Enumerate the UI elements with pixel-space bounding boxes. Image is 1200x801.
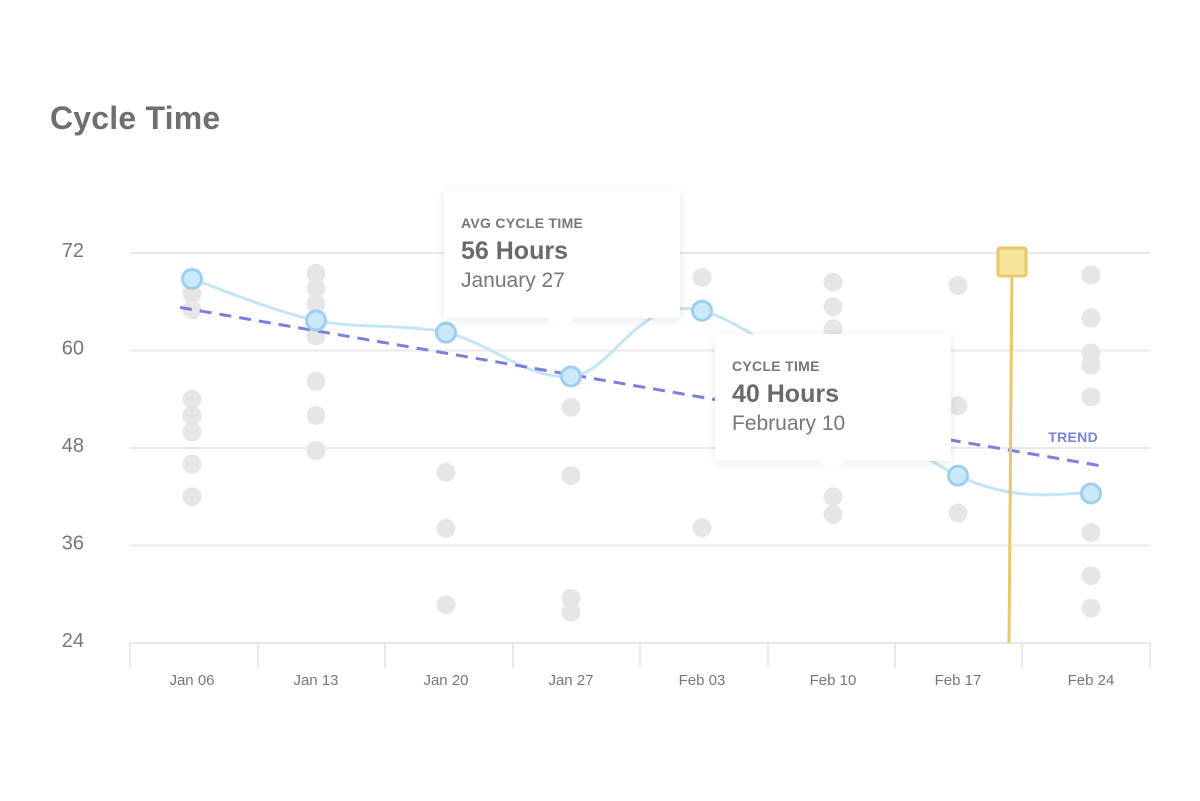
scatter-point <box>182 487 202 507</box>
date-marker-handle <box>996 246 1028 278</box>
scatter-point <box>561 397 581 417</box>
scatter-point <box>436 462 456 482</box>
scatter-point <box>436 595 456 615</box>
tooltip-date: February 10 <box>732 412 846 435</box>
scatter-point <box>823 487 843 507</box>
tooltip-label: AVG CYCLE TIME <box>461 215 584 231</box>
y-tick-label: 36 <box>62 533 84 555</box>
tooltip-value: 56 Hours <box>461 237 568 265</box>
tooltip-date: January 27 <box>461 269 565 292</box>
scatter-point <box>306 440 326 460</box>
scatter-point <box>182 422 202 442</box>
scatter-point <box>692 267 712 287</box>
x-tick-label: Jan 27 <box>548 672 593 689</box>
scatter-point <box>306 263 326 283</box>
scatter-point <box>823 319 843 339</box>
scatter-point <box>1081 265 1101 285</box>
avg-cycle-time-tooltip: AVG CYCLE TIME 56 Hours January 27 <box>444 191 680 332</box>
date-marker-line <box>1007 261 1014 644</box>
scatter-point <box>1081 308 1101 328</box>
scatter-point <box>1081 598 1101 618</box>
scatter-point <box>182 389 202 409</box>
scatter-point <box>1081 523 1101 542</box>
x-tick-label: Feb 03 <box>679 672 726 689</box>
scatter-point <box>561 602 581 622</box>
scatter-point <box>306 371 326 391</box>
scatter-point <box>182 300 202 320</box>
average-point <box>560 365 582 388</box>
scatter-point <box>561 466 581 486</box>
x-tick-label: Jan 06 <box>169 672 214 689</box>
tooltip-label: CYCLE TIME <box>732 358 820 374</box>
scatter-point <box>823 297 843 317</box>
average-point <box>305 309 327 332</box>
y-tick-label: 48 <box>62 435 84 457</box>
scatter-point <box>306 278 326 298</box>
average-point <box>1080 482 1102 505</box>
scatter-point <box>1081 387 1101 407</box>
scatter-point <box>436 518 456 538</box>
scatter-point <box>948 276 968 295</box>
scatter-point <box>692 518 712 538</box>
scatter-point <box>948 396 968 416</box>
average-point <box>435 321 457 344</box>
cycle-time-tooltip: CYCLE TIME 40 Hours February 10 <box>715 334 951 475</box>
scatter-point <box>948 503 968 523</box>
scatter-point <box>1081 355 1101 375</box>
scatter-point <box>823 505 843 525</box>
x-tick-label: Jan 13 <box>293 672 338 689</box>
x-tick-label: Feb 17 <box>935 672 982 689</box>
y-tick-label: 60 <box>62 338 84 360</box>
scatter-point <box>182 454 202 474</box>
chart-title: Cycle Time <box>50 100 221 136</box>
average-point <box>181 268 203 290</box>
tooltip-value: 40 Hours <box>732 380 839 408</box>
trend-label: TREND <box>1048 429 1098 445</box>
average-point <box>947 464 969 487</box>
x-tick-label: Feb 10 <box>810 672 857 689</box>
y-tick-label: 72 <box>62 240 84 262</box>
average-point <box>691 299 713 322</box>
scatter-point <box>561 588 581 608</box>
x-tick-label: Feb 24 <box>1068 672 1115 689</box>
scatter-point <box>182 406 202 425</box>
scatter-point <box>306 406 326 425</box>
y-tick-label: 24 <box>62 630 84 652</box>
x-tick-label: Jan 20 <box>423 672 468 689</box>
scatter-point <box>1081 566 1101 586</box>
scatter-point <box>306 294 326 314</box>
trend-line <box>179 305 1102 468</box>
scatter-point <box>823 272 843 292</box>
